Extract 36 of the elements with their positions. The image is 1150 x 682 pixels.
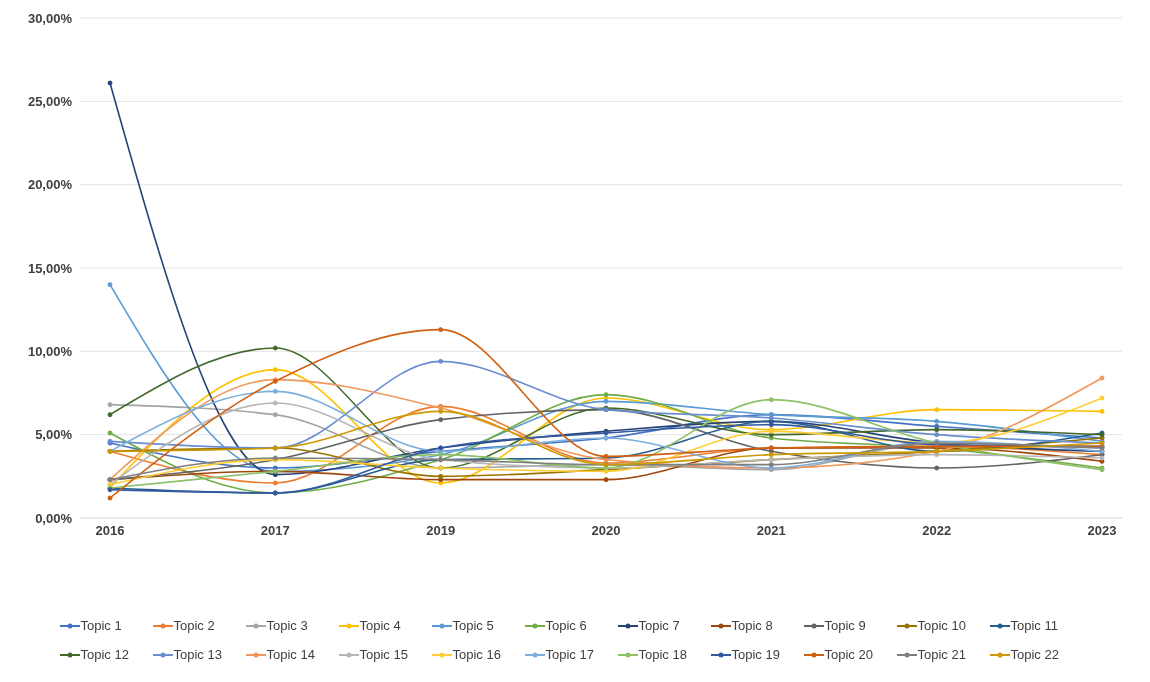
legend-label: Topic 6 bbox=[545, 618, 587, 633]
y-tick-label: 15,00% bbox=[27, 260, 73, 276]
legend-label: Topic 20 bbox=[824, 647, 873, 662]
legend-label: Topic 2 bbox=[173, 618, 215, 633]
legend-label: Topic 13 bbox=[173, 647, 222, 662]
legend-label: Topic 4 bbox=[359, 618, 401, 633]
legend-label: Topic 5 bbox=[452, 618, 494, 633]
legend-label: Topic 21 bbox=[917, 647, 966, 662]
legend-label: Topic 1 bbox=[80, 618, 122, 633]
legend-label: Topic 19 bbox=[731, 647, 780, 662]
y-tick-label: 20,00% bbox=[27, 177, 73, 193]
legend-label: Topic 22 bbox=[1010, 647, 1059, 662]
legend-label: Topic 9 bbox=[824, 618, 866, 633]
legend-label: Topic 7 bbox=[638, 618, 680, 633]
legend-label: Topic 3 bbox=[266, 618, 308, 633]
y-tick-label: 30,00% bbox=[27, 10, 73, 26]
x-tick-label: 2022 bbox=[922, 523, 952, 539]
legend-label: Topic 12 bbox=[80, 647, 129, 662]
x-tick-label: 2019 bbox=[426, 523, 456, 539]
legend-label: Topic 10 bbox=[917, 618, 966, 633]
legend-label: Topic 17 bbox=[545, 647, 594, 662]
legend-label: Topic 15 bbox=[359, 647, 408, 662]
y-tick-label: 5,00% bbox=[35, 427, 73, 443]
legend-label: Topic 8 bbox=[731, 618, 773, 633]
legend-label: Topic 11 bbox=[1010, 618, 1058, 633]
y-tick-label: 0,00% bbox=[35, 510, 73, 526]
x-tick-label: 2020 bbox=[591, 523, 621, 539]
x-tick-label: 2017 bbox=[260, 523, 290, 539]
x-tick-label: 2021 bbox=[756, 523, 786, 539]
x-tick-label: 2023 bbox=[1087, 523, 1117, 539]
legend-label: Topic 16 bbox=[452, 647, 501, 662]
y-tick-label: 25,00% bbox=[27, 93, 73, 109]
y-tick-label: 10,00% bbox=[27, 343, 73, 359]
legend-label: Topic 18 bbox=[638, 647, 687, 662]
legend-label: Topic 14 bbox=[266, 647, 315, 662]
x-tick-label: 2016 bbox=[95, 523, 125, 539]
